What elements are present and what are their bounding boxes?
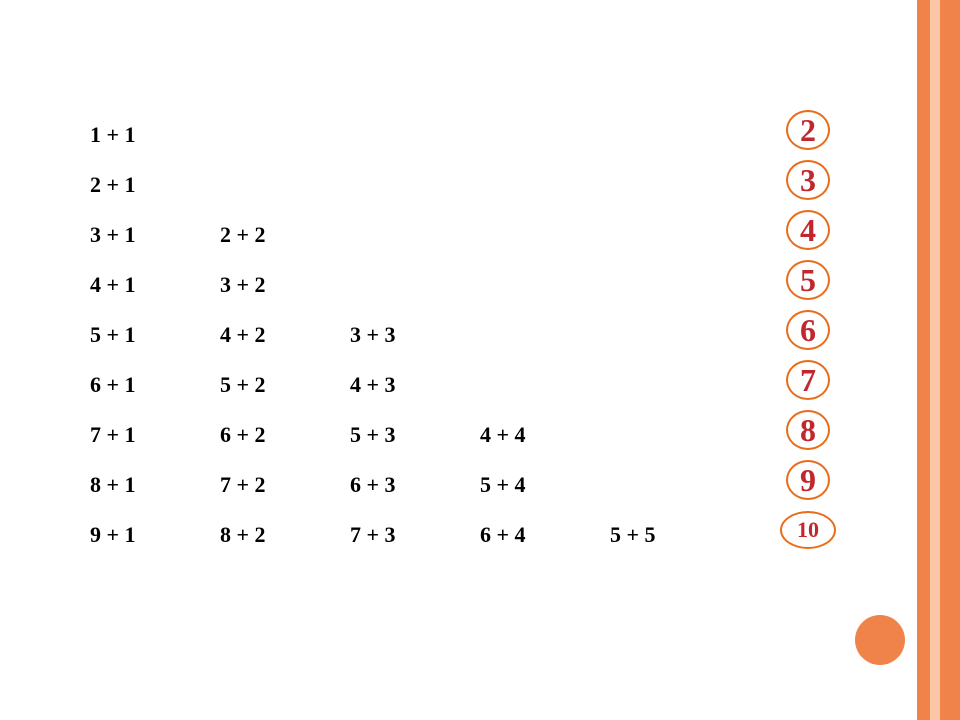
answer-oval: 8 [786,410,830,450]
equation-cell: 5 + 5 [610,522,740,548]
answer-item: 8 [780,405,836,455]
answer-oval: 7 [786,360,830,400]
answer-column: 2 3 4 5 6 7 8 9 10 [780,105,836,555]
answer-oval: 2 [786,110,830,150]
equation-row: 6 + 15 + 24 + 3 [90,360,740,410]
equation-cell: 7 + 2 [220,472,350,498]
answer-item: 2 [780,105,836,155]
equation-row: 1 + 1 [90,110,740,160]
equation-cell: 9 + 1 [90,522,220,548]
answer-item: 10 [780,505,836,555]
answer-oval: 6 [786,310,830,350]
answer-item: 5 [780,255,836,305]
equation-cell: 5 + 2 [220,372,350,398]
equation-cell: 3 + 2 [220,272,350,298]
equation-grid: 1 + 12 + 13 + 12 + 24 + 13 + 25 + 14 + 2… [90,110,740,560]
equation-cell: 4 + 2 [220,322,350,348]
equation-cell: 4 + 3 [350,372,480,398]
equation-row: 4 + 13 + 2 [90,260,740,310]
equation-cell: 6 + 1 [90,372,220,398]
answer-oval: 3 [786,160,830,200]
equation-row: 2 + 1 [90,160,740,210]
equation-cell: 4 + 4 [480,422,610,448]
equation-cell: 3 + 3 [350,322,480,348]
equation-cell: 7 + 3 [350,522,480,548]
side-stripe [940,0,960,720]
equation-cell: 2 + 1 [90,172,220,198]
equation-cell: 6 + 4 [480,522,610,548]
side-stripe [930,0,940,720]
equation-cell: 5 + 4 [480,472,610,498]
answer-oval: 4 [786,210,830,250]
equation-cell: 8 + 2 [220,522,350,548]
answer-oval: 5 [786,260,830,300]
answer-oval: 10 [780,511,836,549]
answer-oval: 9 [786,460,830,500]
answer-item: 7 [780,355,836,405]
answer-item: 6 [780,305,836,355]
equation-row: 5 + 14 + 23 + 3 [90,310,740,360]
equation-cell: 3 + 1 [90,222,220,248]
equation-cell: 8 + 1 [90,472,220,498]
equation-cell: 6 + 3 [350,472,480,498]
side-stripe [917,0,930,720]
equation-row: 9 + 18 + 27 + 36 + 45 + 5 [90,510,740,560]
equation-cell: 7 + 1 [90,422,220,448]
equation-row: 7 + 16 + 25 + 34 + 4 [90,410,740,460]
equation-row: 8 + 17 + 26 + 35 + 4 [90,460,740,510]
equation-cell: 5 + 1 [90,322,220,348]
equation-cell: 6 + 2 [220,422,350,448]
equation-cell: 5 + 3 [350,422,480,448]
answer-item: 4 [780,205,836,255]
answer-item: 3 [780,155,836,205]
equation-cell: 2 + 2 [220,222,350,248]
equation-row: 3 + 12 + 2 [90,210,740,260]
equation-cell: 1 + 1 [90,122,220,148]
equation-cell: 4 + 1 [90,272,220,298]
answer-item: 9 [780,455,836,505]
corner-dot-decoration [855,615,905,665]
